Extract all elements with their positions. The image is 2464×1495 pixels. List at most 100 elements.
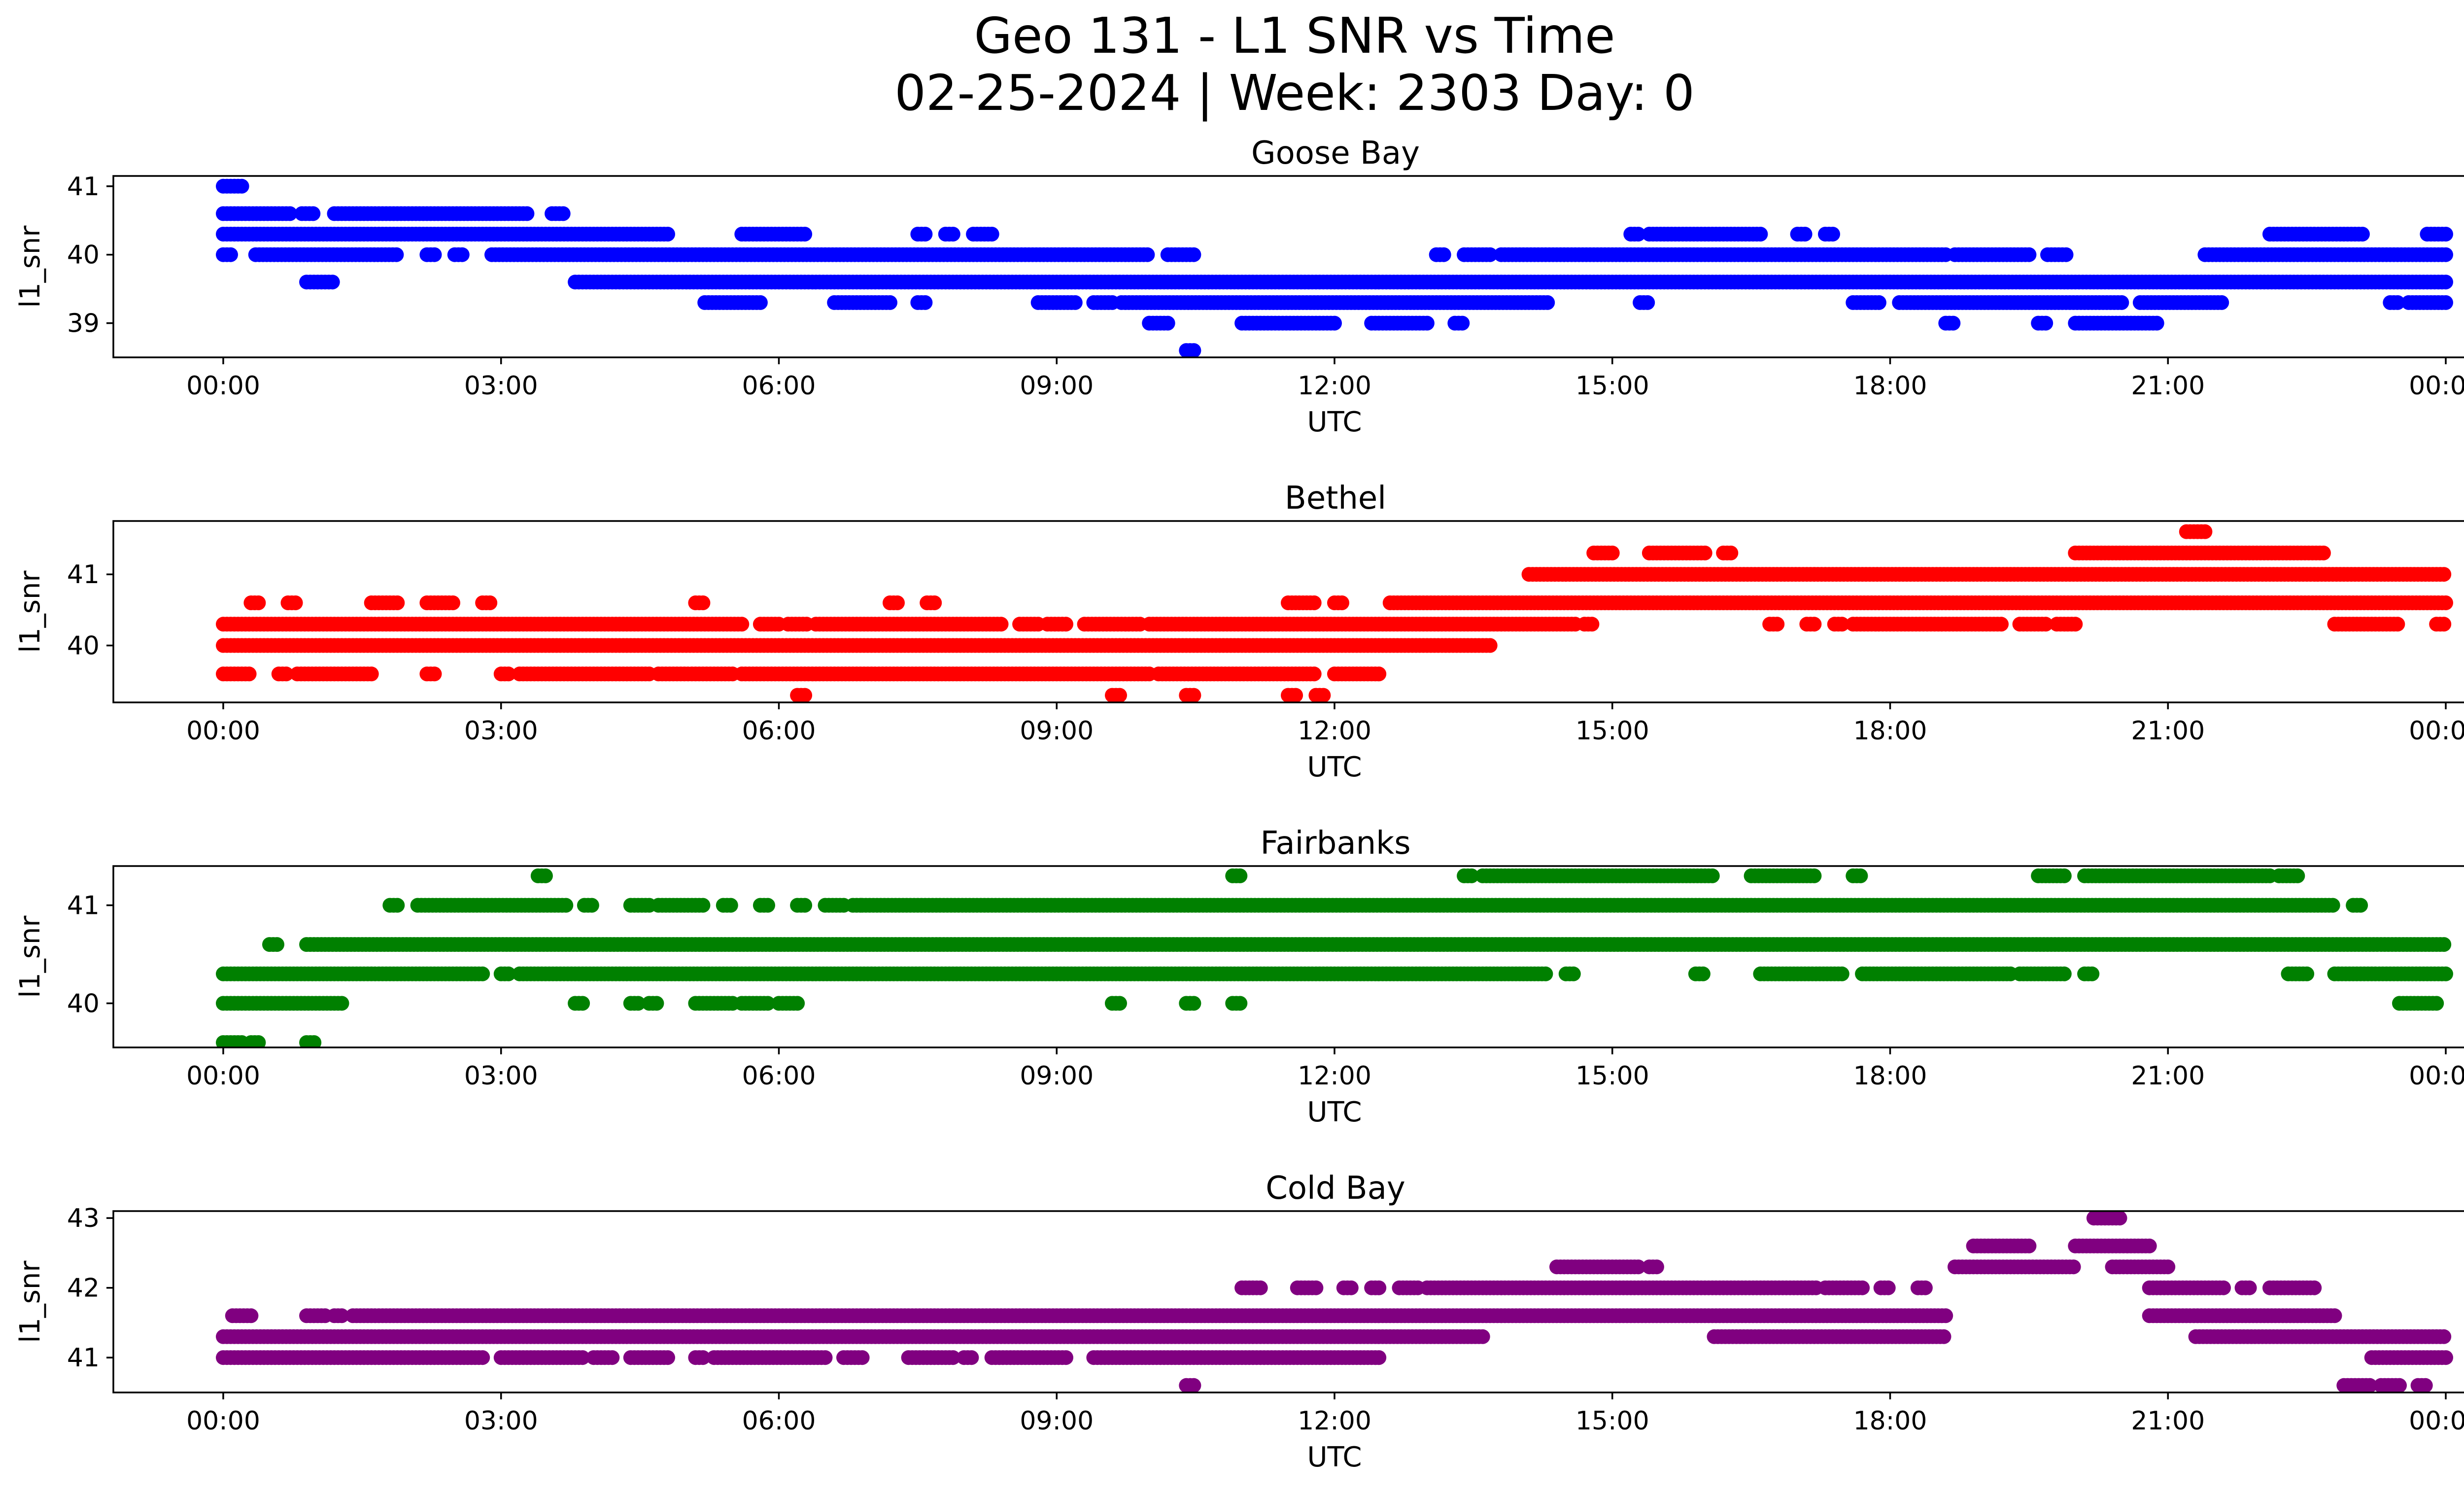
- data-point: [501, 666, 516, 682]
- data-point: [890, 595, 905, 610]
- data-point: [1697, 545, 1712, 560]
- x-tick-label: 00:00: [186, 371, 260, 401]
- data-point: [1605, 545, 1620, 560]
- data-point: [695, 595, 711, 610]
- data-point: [660, 227, 675, 242]
- axes-frame: [112, 175, 2464, 358]
- data-point: [427, 666, 442, 682]
- data-point: [1807, 868, 1822, 883]
- data-point: [1482, 638, 1498, 653]
- data-point: [2325, 898, 2340, 913]
- data-point: [2056, 868, 2072, 883]
- data-point: [2021, 247, 2037, 262]
- x-tick-label: 03:00: [464, 716, 538, 746]
- data-point: [2214, 295, 2229, 310]
- data-point: [270, 937, 284, 952]
- data-point: [427, 247, 442, 262]
- x-tick-label: 06:00: [742, 716, 816, 746]
- data-point: [918, 295, 933, 310]
- x-tick-label: 21:00: [2131, 716, 2205, 746]
- data-point: [445, 595, 460, 610]
- data-point: [1419, 315, 1435, 331]
- data-point: [1994, 617, 2009, 632]
- data-point: [364, 666, 379, 682]
- data-point: [797, 227, 813, 242]
- data-point: [797, 898, 813, 913]
- data-point: [2436, 567, 2452, 582]
- data-point: [1540, 295, 1555, 310]
- data-point: [482, 595, 498, 610]
- data-point: [695, 898, 711, 913]
- data-point: [223, 247, 238, 262]
- data-point: [519, 206, 535, 221]
- figure-title-line2: 02-25-2024 | Week: 2303 Day: 0: [894, 64, 1694, 122]
- x-tick-label: 00:00: [2409, 716, 2464, 746]
- data-point: [2114, 295, 2129, 310]
- y-tick-label: 40: [67, 241, 100, 270]
- x-tick-label: 15:00: [1575, 716, 1649, 746]
- data-point: [241, 666, 257, 682]
- data-point: [2068, 617, 2083, 632]
- data-point: [918, 227, 933, 242]
- data-point: [1232, 868, 1248, 883]
- x-axis-label: UTC: [1307, 751, 1362, 783]
- data-point: [1631, 227, 1646, 242]
- x-tick-label: 12:00: [1298, 371, 1371, 401]
- data-point: [2390, 295, 2405, 310]
- x-tick-label: 00:00: [186, 716, 260, 746]
- x-tick-label: 18:00: [1853, 371, 1927, 401]
- data-point: [288, 595, 303, 610]
- data-point: [2438, 275, 2453, 290]
- data-point: [2038, 617, 2053, 632]
- data-point: [1640, 295, 1655, 310]
- y-axis-label: l1_snr: [14, 225, 46, 308]
- data-point: [325, 275, 340, 290]
- data-point: [797, 688, 813, 702]
- x-tick-label: 09:00: [1020, 371, 1094, 401]
- data-point: [475, 966, 490, 981]
- data-point: [390, 898, 405, 913]
- data-point: [501, 966, 516, 981]
- data-point: [1770, 617, 1785, 632]
- data-point: [1853, 868, 1868, 883]
- data-point: [993, 617, 1009, 632]
- x-tick-label: 00:00: [2409, 371, 2464, 401]
- data-point: [1797, 227, 1813, 242]
- data-point: [282, 206, 298, 221]
- x-tick-label: 03:00: [464, 371, 538, 401]
- data-point: [251, 595, 266, 610]
- y-tick-label: 40: [67, 631, 100, 661]
- data-point: [734, 617, 750, 632]
- data-point: [1723, 545, 1739, 560]
- data-point: [945, 227, 960, 242]
- data-point: [1140, 247, 1155, 262]
- data-point: [2355, 227, 2370, 242]
- data-point: [753, 295, 768, 310]
- data-point: [2316, 545, 2331, 560]
- data-point: [2436, 937, 2452, 952]
- data-point: [2438, 247, 2453, 262]
- data-point: [1584, 617, 1600, 632]
- data-point: [538, 868, 553, 883]
- axes-frame: [112, 520, 2464, 703]
- data-point: [1371, 666, 1387, 682]
- data-points: [216, 524, 2453, 702]
- x-tick-label: 21:00: [2131, 371, 2205, 401]
- data-point: [723, 898, 738, 913]
- data-point: [306, 206, 321, 221]
- data-point: [555, 206, 571, 221]
- data-point: [2353, 898, 2368, 913]
- data-point: [454, 247, 470, 262]
- x-tick-label: 06:00: [742, 371, 816, 401]
- data-point: [2438, 295, 2453, 310]
- data-point: [1464, 868, 1479, 883]
- data-point: [1306, 666, 1322, 682]
- data-point: [278, 666, 294, 682]
- data-point: [2436, 617, 2452, 632]
- data-point: [927, 595, 942, 610]
- data-point: [1316, 688, 1331, 702]
- data-point: [1455, 315, 1470, 331]
- x-tick-label: 15:00: [1575, 371, 1649, 401]
